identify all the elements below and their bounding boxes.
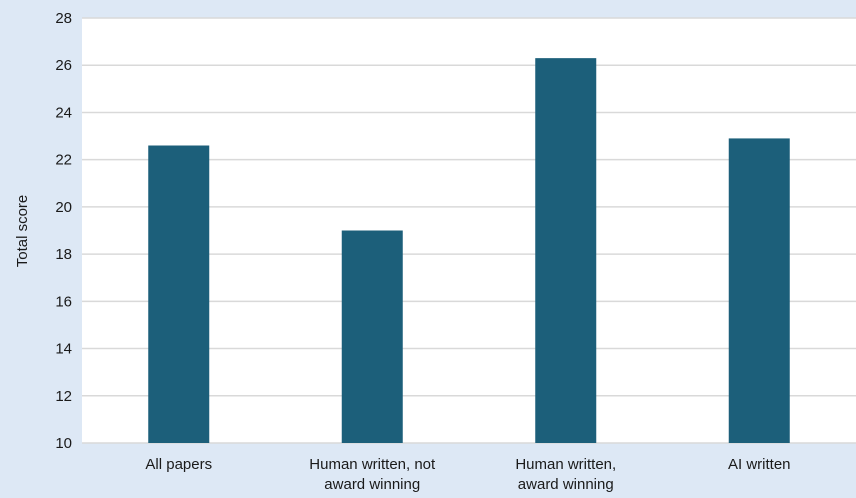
- y-tick-label: 12: [55, 388, 72, 405]
- y-tick-label: 10: [55, 435, 72, 452]
- y-tick-label: 28: [55, 10, 72, 27]
- bar: [535, 58, 597, 444]
- gridlines: [82, 17, 856, 444]
- plot-area: [82, 18, 856, 443]
- y-tick-label: 24: [55, 104, 72, 121]
- bars: [148, 58, 790, 444]
- bar: [341, 230, 403, 443]
- x-category-label-line: All papers: [145, 456, 212, 473]
- x-category-label: Human written, not award winning: [309, 456, 436, 493]
- x-category-label-line: AI written: [728, 456, 791, 473]
- x-axis-categories: All papers Human written, not award winnin…: [145, 456, 790, 493]
- y-tick-label: 18: [55, 246, 72, 263]
- y-tick-label: 20: [55, 199, 72, 216]
- y-tick-label: 14: [55, 341, 72, 358]
- x-category-label: Human written, award winning: [515, 456, 616, 493]
- x-category-label-line: award winning: [324, 476, 420, 493]
- y-tick-label: 26: [55, 57, 72, 74]
- y-tick-label: 16: [55, 293, 72, 310]
- x-category-label: AI written: [728, 456, 791, 473]
- x-category-label: All papers: [145, 456, 212, 473]
- bar: [148, 145, 210, 443]
- bar: [728, 138, 790, 443]
- x-category-label-line: Human written, not: [309, 456, 436, 473]
- y-tick-label: 22: [55, 152, 72, 169]
- x-category-label-line: Human written,: [515, 456, 616, 473]
- x-category-label-line: award winning: [518, 476, 614, 493]
- y-axis-title: Total score: [14, 195, 31, 268]
- y-axis-ticks: 10 12 14 16 18 20 22 24 26 28: [55, 10, 72, 452]
